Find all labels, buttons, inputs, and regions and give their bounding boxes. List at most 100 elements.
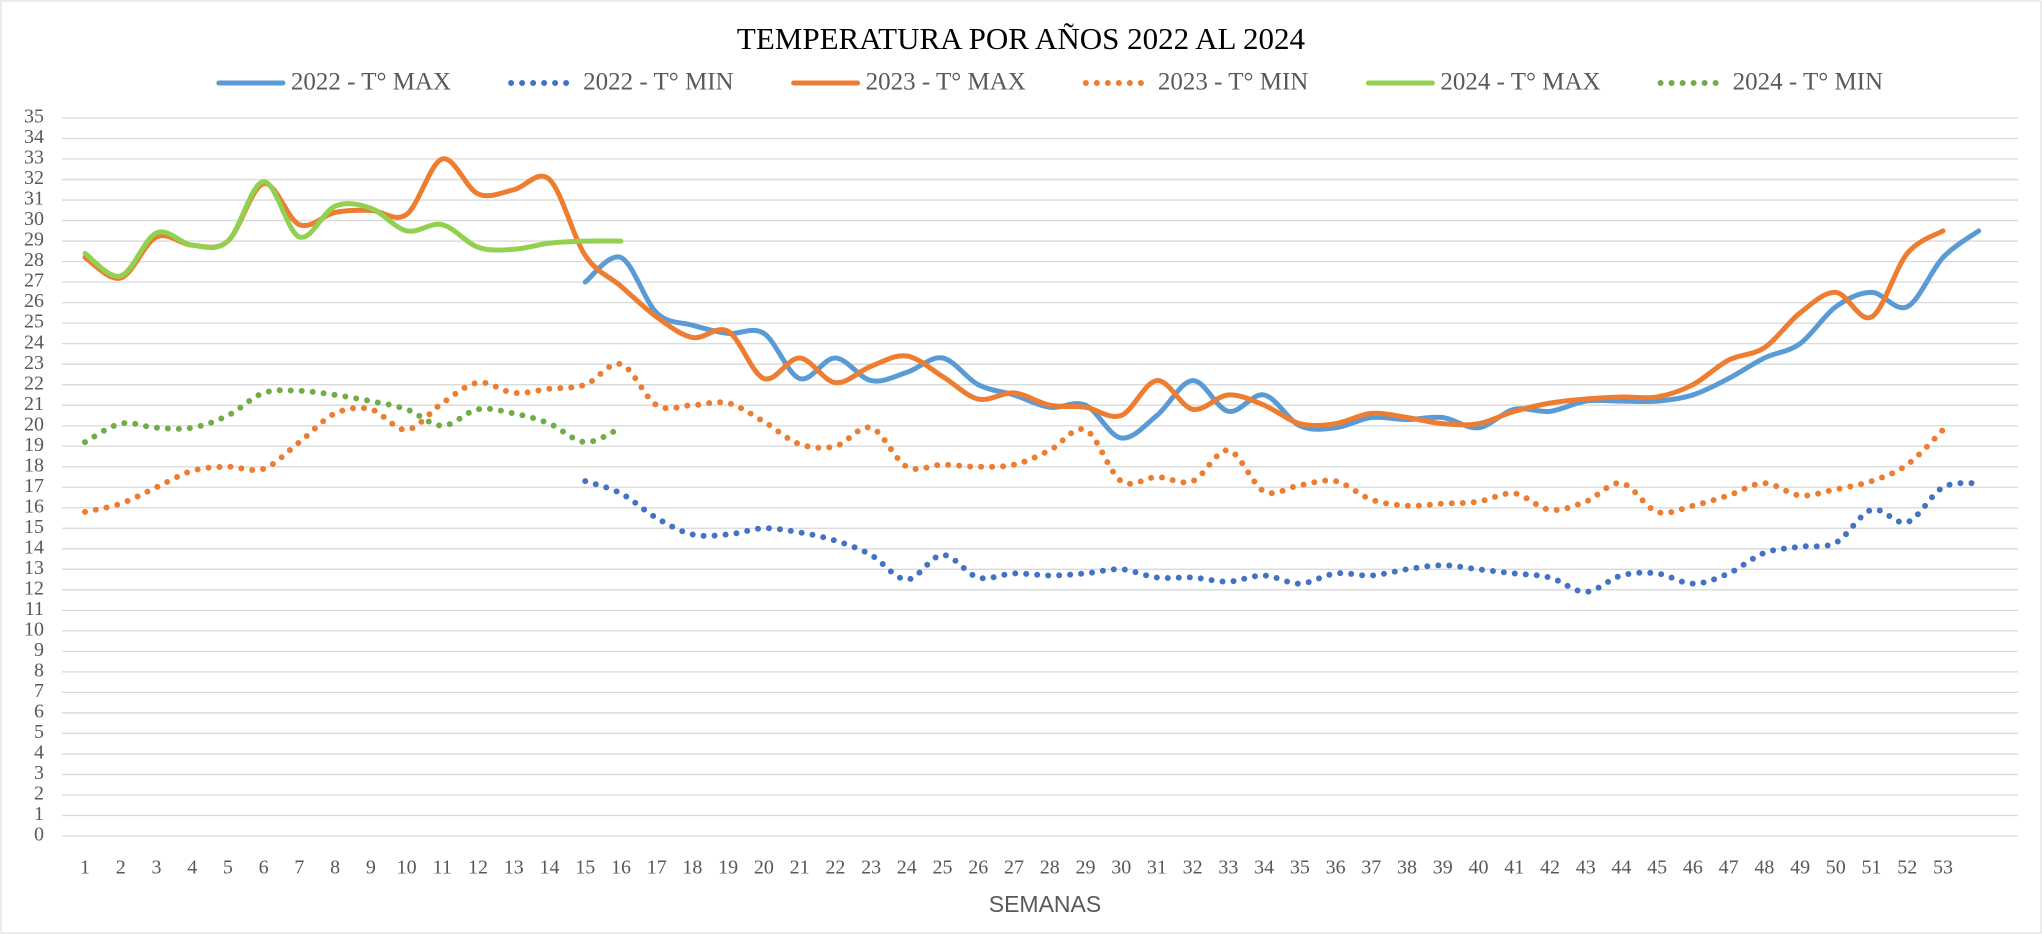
legend-item: 2024 - T° MAX <box>1365 69 1601 96</box>
legend-label: 2022 - T° MIN <box>583 69 734 96</box>
x-tick-label: 47 <box>1719 857 1739 879</box>
y-tick-label: 10 <box>24 618 44 640</box>
x-tick-label: 12 <box>468 857 488 879</box>
x-tick-label: 11 <box>433 857 452 879</box>
x-tick-label: 16 <box>611 857 631 879</box>
y-tick-label: 9 <box>34 639 44 661</box>
legend-item: 2023 - T° MIN <box>1082 69 1309 96</box>
x-tick-label: 38 <box>1397 857 1417 879</box>
x-tick-label: 31 <box>1147 857 1167 879</box>
y-tick-label: 15 <box>24 516 44 538</box>
y-tick-label: 20 <box>24 413 44 435</box>
x-tick-label: 2 <box>116 857 126 879</box>
x-tick-label: 49 <box>1790 857 1810 879</box>
x-axis-title: SEMANAS <box>989 891 1101 917</box>
y-tick-label: 28 <box>24 249 44 271</box>
x-tick-label: 36 <box>1326 857 1346 879</box>
x-tick-label: 5 <box>223 857 233 879</box>
chart-title: TEMPERATURA POR AÑOS 2022 AL 2024 <box>737 21 1306 56</box>
x-tick-label: 10 <box>397 857 417 879</box>
y-tick-label: 4 <box>34 742 44 764</box>
legend-label: 2022 - T° MAX <box>291 69 451 96</box>
x-tick-label: 29 <box>1075 857 1095 879</box>
series-line <box>82 360 1946 516</box>
y-tick-label: 34 <box>24 126 44 148</box>
y-tick-label: 21 <box>24 393 44 415</box>
y-tick-label: 26 <box>24 290 44 312</box>
y-tick-label: 18 <box>24 454 44 476</box>
x-tick-label: 13 <box>504 857 524 879</box>
y-tick-label: 23 <box>24 352 44 374</box>
series-line <box>82 387 624 446</box>
x-tick-label: 51 <box>1862 857 1882 879</box>
x-tick-label: 43 <box>1576 857 1596 879</box>
x-tick-label: 9 <box>366 857 376 879</box>
x-tick-label: 19 <box>718 857 738 879</box>
y-tick-label: 2 <box>34 783 44 805</box>
y-tick-label: 30 <box>24 208 44 230</box>
x-tick-label: 3 <box>151 857 161 879</box>
x-tick-label: 8 <box>330 857 340 879</box>
x-tick-label: 53 <box>1933 857 1953 879</box>
x-tick-label: 48 <box>1754 857 1774 879</box>
x-tick-label: 37 <box>1361 857 1381 879</box>
legend-item: 2024 - T° MIN <box>1657 69 1884 96</box>
x-tick-label: 14 <box>540 857 560 879</box>
series-line <box>82 156 1946 428</box>
x-tick-label: 21 <box>790 857 810 879</box>
y-tick-label: 7 <box>34 680 44 702</box>
y-tick-label: 27 <box>24 270 44 292</box>
x-tick-label: 22 <box>825 857 845 879</box>
series-line <box>582 228 1982 441</box>
x-tick-label: 23 <box>861 857 881 879</box>
x-tick-label: 18 <box>682 857 702 879</box>
x-tick-label: 35 <box>1290 857 1310 879</box>
x-tick-label: 40 <box>1469 857 1489 879</box>
x-tick-label: 32 <box>1183 857 1203 879</box>
legend-item: 2022 - T° MIN <box>508 69 734 96</box>
y-tick-label: 6 <box>34 701 44 723</box>
x-tick-label: 4 <box>187 857 197 879</box>
x-tick-label: 6 <box>259 857 269 879</box>
x-tick-label: 50 <box>1826 857 1846 879</box>
y-tick-label: 1 <box>34 803 44 825</box>
x-tick-label: 30 <box>1111 857 1131 879</box>
y-tick-label: 24 <box>24 331 44 353</box>
x-tick-label: 26 <box>968 857 988 879</box>
x-tick-label: 39 <box>1433 857 1453 879</box>
legend-label: 2023 - T° MAX <box>866 69 1026 96</box>
legend-label: 2023 - T° MIN <box>1158 69 1309 96</box>
legend: 2022 - T° MAX 2022 - T° MIN 2023 - T° MAX 2… <box>216 69 1884 96</box>
x-tick-label: 44 <box>1611 857 1631 879</box>
y-tick-label: 22 <box>24 372 44 394</box>
series-line <box>82 179 624 279</box>
x-tick-label: 28 <box>1040 857 1060 879</box>
legend-label: 2024 - T° MAX <box>1440 69 1600 96</box>
x-tick-label: 20 <box>754 857 774 879</box>
y-tick-label: 0 <box>34 824 44 846</box>
y-tick-label: 25 <box>24 311 44 333</box>
y-tick-label: 8 <box>34 659 44 681</box>
y-tick-label: 11 <box>25 598 44 620</box>
legend-item: 2023 - T° MAX <box>791 69 1026 96</box>
x-tick-label: 42 <box>1540 857 1560 879</box>
x-tick-label: 1 <box>80 857 90 879</box>
x-tick-label: 27 <box>1004 857 1024 879</box>
x-tick-label: 41 <box>1504 857 1524 879</box>
y-tick-label: 19 <box>24 434 44 456</box>
y-tick-label: 29 <box>24 229 44 251</box>
x-tick-label: 25 <box>933 857 953 879</box>
y-tick-label: 14 <box>24 536 44 558</box>
y-tick-label: 3 <box>34 762 44 784</box>
y-tick-label: 33 <box>24 147 44 169</box>
legend-label: 2024 - T° MIN <box>1733 69 1884 96</box>
y-tick-label: 12 <box>24 577 44 599</box>
x-tick-label: 7 <box>294 857 304 879</box>
x-tick-label: 15 <box>575 857 595 879</box>
x-tick-label: 46 <box>1683 857 1703 879</box>
y-tick-label: 31 <box>24 188 44 210</box>
x-tick-label: 24 <box>897 857 917 879</box>
y-tick-label: 13 <box>24 557 44 579</box>
y-tick-label: 16 <box>24 495 44 517</box>
